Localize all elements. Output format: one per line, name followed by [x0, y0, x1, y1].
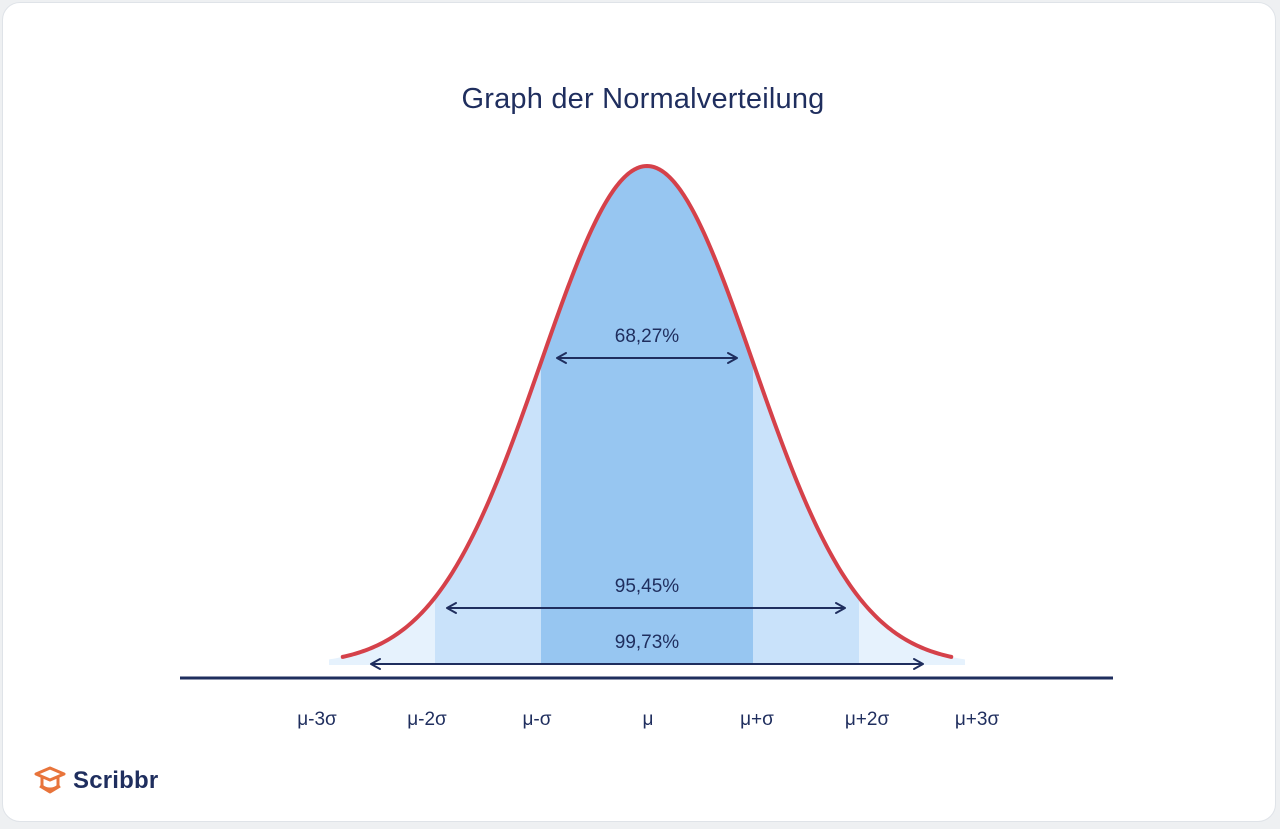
x-tick-label: μ-2σ [407, 709, 447, 730]
annotations-layer: 68,27% 95,45% 99,73% [370, 326, 924, 670]
band-light-4 [859, 597, 965, 665]
scribbr-logo: Scribbr [33, 765, 158, 797]
annotation-3: 99,73% [370, 632, 924, 670]
x-tick-label: μ [643, 709, 654, 730]
arrow-head-right [835, 602, 846, 614]
tick-labels-layer: μ-3σ μ-2σ μ-σ μ μ+σ μ+2σ μ+3σ [297, 709, 999, 730]
graduation-cap-icon [34, 766, 66, 794]
arrow-head-left [556, 352, 567, 364]
logo-text: Scribbr [73, 767, 159, 794]
normal-distribution-chart: 68,27% 95,45% 99,73% μ-3σ μ-2σ μ-σ μ μ+σ μ+2σ μ+… [180, 164, 1113, 730]
annotation-1: 68,27% [556, 326, 738, 364]
annotation-label: 95,45% [615, 576, 680, 597]
band-light-3 [329, 597, 435, 665]
x-tick-label: μ-σ [522, 709, 551, 730]
x-tick-label: μ+σ [740, 709, 774, 730]
x-tick-label: μ-3σ [297, 709, 337, 730]
arrow-head-right [913, 658, 924, 670]
band-dark-0 [541, 166, 753, 665]
x-tick-label: μ+2σ [845, 709, 890, 730]
annotation-label: 68,27% [615, 326, 680, 347]
chart-title: Graph der Normalverteilung [461, 83, 825, 115]
annotation-2: 95,45% [446, 576, 846, 614]
arrow-head-left [446, 602, 457, 614]
annotation-label: 99,73% [615, 632, 680, 653]
arrow-head-right [727, 352, 738, 364]
arrow-head-left [370, 658, 381, 670]
x-tick-label: μ+3σ [955, 709, 1000, 730]
normal-curve [340, 164, 954, 659]
